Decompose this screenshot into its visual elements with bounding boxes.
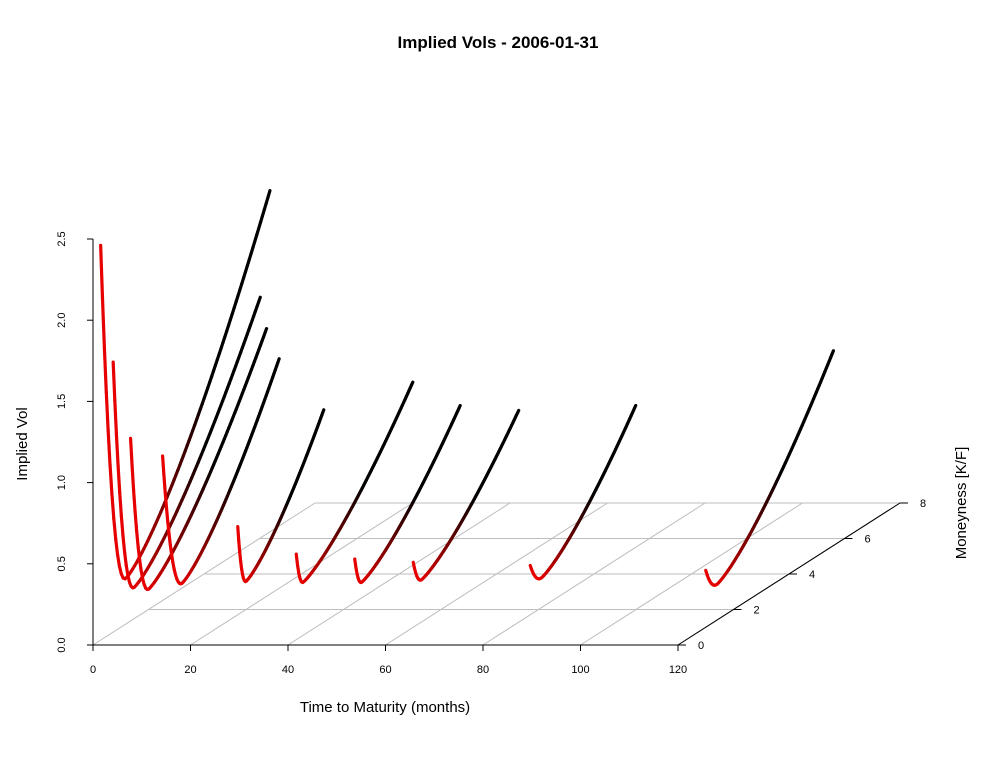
y-axis-label: Implied Vol (14, 407, 31, 480)
z-tick-label: 8 (920, 498, 926, 510)
curve-segment (263, 326, 269, 335)
curve-segment (276, 357, 281, 365)
y-tick-label: 2.0 (56, 313, 68, 328)
z-axis-label: Moneyness [K/F] (953, 447, 970, 560)
y-tick-label: 0.0 (56, 637, 68, 652)
x-tick-label: 20 (184, 664, 196, 676)
curve-segment (166, 520, 171, 536)
smile-curve (528, 403, 638, 581)
chart-title: Implied Vols - 2006-01-31 (398, 33, 599, 52)
smile-curve (161, 357, 281, 586)
curve-segment (116, 463, 122, 495)
series-group (99, 189, 836, 592)
curve-segment (294, 552, 300, 567)
y-tick-label: 1.5 (56, 394, 68, 409)
curve-segment (114, 433, 120, 468)
curve-segment (266, 189, 272, 199)
curve-segment (168, 543, 174, 557)
x-tick-label: 80 (477, 664, 489, 676)
curve-segment (632, 403, 638, 410)
z-tick-label: 6 (865, 534, 871, 546)
y-tick-label: 0.5 (56, 556, 68, 571)
curve-segment (163, 490, 169, 510)
curve-segment (167, 532, 172, 547)
curve-segment (99, 243, 105, 301)
curve-segment (100, 297, 107, 350)
smile-curve (128, 326, 269, 592)
curve-segment (115, 553, 122, 568)
smile-curve (704, 349, 836, 587)
curve-segment (136, 545, 142, 562)
curve-segment (123, 550, 128, 568)
curve-segment (118, 490, 123, 518)
curve-segment (409, 380, 415, 387)
curve-segment (106, 429, 112, 467)
curve-segment (164, 506, 170, 524)
smile-curve (236, 408, 326, 584)
curve-segment (257, 295, 262, 304)
curve-segment (133, 510, 139, 533)
x-tick-label: 40 (282, 664, 294, 676)
curve-segment (130, 464, 136, 492)
smile-curve (353, 403, 462, 585)
curve-segment (515, 408, 521, 415)
x-tick-label: 120 (669, 664, 687, 676)
curve-segment (237, 538, 242, 554)
curve-segment (128, 436, 134, 468)
x-tick-label: 0 (90, 664, 96, 676)
smile-curve (411, 408, 521, 582)
x-tick-label: 60 (379, 664, 391, 676)
axes: 0 20 40 60 80 100 120 0.0 0.5 1.0 1.5 2.0 2.5 0 2 4 6 8 (56, 231, 926, 676)
curve-segment (321, 408, 326, 415)
z-tick-label: 4 (809, 569, 815, 581)
curve-segment (119, 514, 125, 538)
x-tick-label: 100 (571, 664, 589, 676)
curve-segment (112, 517, 118, 541)
curve-segment (161, 454, 166, 477)
y-tick-label: 1.0 (56, 475, 68, 490)
curve-segment (104, 390, 110, 433)
curve-segment (110, 492, 116, 521)
curve-segment (138, 558, 143, 573)
curve-segment (102, 346, 108, 394)
smile-curve (294, 380, 415, 585)
curve-segment (124, 563, 130, 577)
curve-segment (113, 398, 119, 437)
smile-curve (99, 189, 272, 581)
curve-segment (236, 524, 241, 542)
curve-segment (108, 463, 114, 496)
curve-segment (830, 349, 836, 356)
curve-segment (135, 529, 140, 549)
z-tick-label: 2 (754, 605, 760, 617)
smile-curve (111, 295, 262, 590)
curve-segment (111, 360, 117, 402)
curve-segment (457, 403, 462, 410)
curve-segment (162, 473, 167, 494)
z-tick-label: 0 (698, 640, 704, 652)
curve-segment (121, 534, 127, 554)
curve-segment (131, 488, 137, 514)
y-tick-label: 2.5 (56, 231, 68, 246)
curve-segment (114, 537, 120, 557)
x-axis-label: Time to Maturity (months) (300, 699, 470, 716)
